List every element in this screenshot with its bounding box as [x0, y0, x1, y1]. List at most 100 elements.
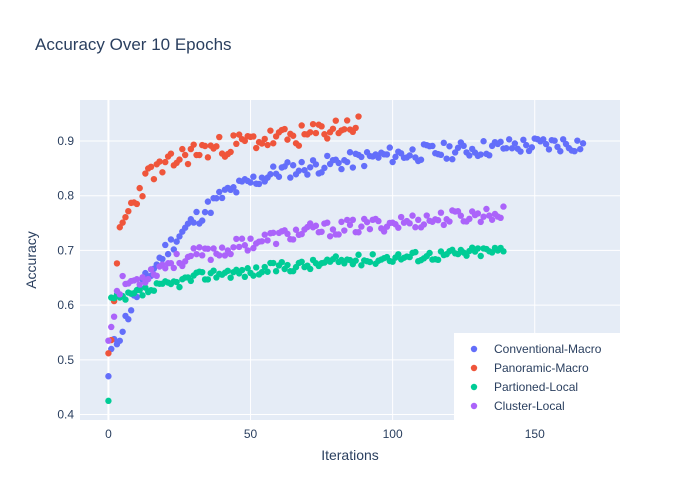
data-point	[261, 231, 268, 238]
data-point	[366, 225, 374, 233]
data-point	[227, 250, 234, 258]
data-point	[142, 170, 149, 177]
data-point	[261, 135, 268, 143]
data-point	[133, 200, 141, 208]
data-point	[201, 142, 209, 150]
data-point	[434, 217, 442, 224]
y-axis-label: Accuracy	[23, 231, 39, 289]
data-point	[196, 151, 203, 159]
data-point	[392, 153, 399, 161]
data-point	[136, 286, 143, 294]
data-point	[528, 144, 536, 151]
data-point	[105, 350, 112, 357]
data-point	[329, 226, 337, 233]
y-tick-label: 0.4	[57, 408, 74, 422]
legend-marker	[470, 383, 478, 391]
data-point	[289, 162, 297, 169]
data-point	[429, 142, 436, 150]
data-point	[105, 373, 112, 380]
data-point	[156, 158, 163, 165]
data-point	[383, 151, 391, 158]
data-point	[579, 140, 587, 147]
data-point	[233, 189, 240, 196]
data-point	[309, 120, 317, 128]
data-point	[255, 180, 263, 188]
data-point	[497, 138, 504, 146]
legend-marker	[470, 402, 478, 410]
data-point	[173, 278, 180, 286]
data-point	[275, 173, 283, 180]
x-axis-label: Iterations	[321, 447, 379, 463]
data-point	[204, 245, 212, 252]
data-point	[318, 228, 325, 235]
data-point	[434, 256, 442, 264]
data-point	[559, 136, 567, 143]
data-point	[122, 296, 129, 303]
data-point	[241, 273, 249, 281]
data-point	[162, 158, 169, 166]
data-point	[500, 203, 507, 210]
data-point	[318, 123, 325, 130]
data-point	[343, 216, 351, 224]
data-point	[324, 152, 331, 160]
data-point	[110, 313, 118, 320]
data-point	[204, 276, 212, 283]
data-point	[227, 148, 234, 156]
data-point	[264, 268, 271, 275]
data-point	[289, 132, 297, 139]
data-point	[193, 208, 200, 216]
data-point	[466, 152, 473, 159]
data-point	[267, 127, 274, 134]
data-point	[355, 251, 362, 258]
data-point	[571, 147, 578, 155]
legend-label: Conventional-Macro	[494, 342, 602, 356]
data-point	[369, 251, 376, 258]
data-point	[190, 245, 197, 252]
legend-label: Partioned-Local	[494, 380, 578, 394]
data-point	[216, 133, 223, 141]
data-point	[284, 230, 291, 238]
data-point	[437, 209, 445, 216]
data-point	[517, 148, 524, 155]
data-point	[477, 151, 484, 158]
data-point	[505, 136, 513, 143]
data-point	[503, 145, 510, 152]
data-point	[326, 233, 334, 240]
data-point	[250, 244, 257, 252]
data-point	[312, 222, 320, 229]
data-point	[199, 268, 206, 276]
data-point	[480, 213, 487, 220]
data-point	[574, 137, 581, 144]
data-point	[210, 245, 217, 252]
data-points	[105, 113, 587, 405]
data-point	[133, 276, 141, 283]
data-point	[218, 194, 226, 202]
data-point	[105, 397, 112, 405]
data-point	[230, 244, 237, 251]
data-point	[443, 155, 450, 162]
x-tick-label: 0	[105, 427, 112, 441]
legend-marker	[470, 345, 478, 353]
data-point	[119, 219, 126, 226]
data-point	[179, 262, 186, 270]
data-point	[389, 158, 396, 166]
data-point	[147, 266, 155, 273]
y-tick-label: 0.7	[57, 243, 74, 257]
data-point	[298, 158, 305, 166]
data-point	[278, 258, 285, 266]
data-point	[375, 154, 382, 161]
data-point	[332, 117, 339, 124]
y-tick-label: 0.6	[57, 298, 74, 312]
data-point	[366, 258, 374, 266]
data-point	[380, 228, 388, 235]
data-point	[477, 218, 484, 226]
data-point	[187, 252, 195, 260]
data-point	[466, 215, 473, 223]
legend: Conventional-Macro Panoramic-Macro Partion…	[454, 333, 620, 420]
data-point	[116, 337, 123, 344]
data-point	[213, 143, 220, 150]
data-point	[173, 250, 180, 258]
data-point	[230, 184, 237, 191]
data-point	[451, 149, 459, 156]
data-point	[244, 265, 251, 272]
